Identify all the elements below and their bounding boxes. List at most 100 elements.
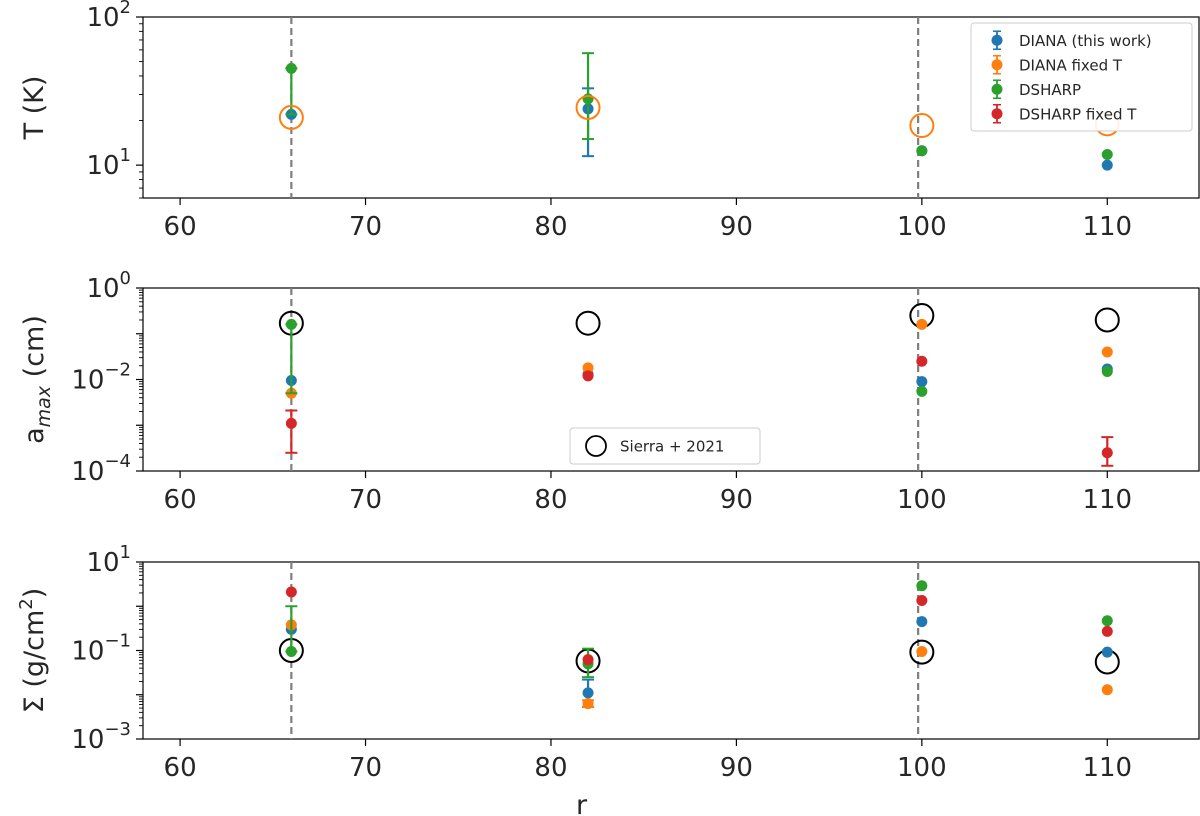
legend-label-sierra-2021: Sierra + 2021 <box>620 438 724 456</box>
x-tick-label-80: 80 <box>534 753 567 783</box>
diana-fixed-t-point-2 <box>582 698 594 710</box>
legend-marker-dsharp <box>991 83 1003 95</box>
plot-frame <box>142 561 1200 740</box>
y-axis-label-text: Σ (g/cm <box>19 610 50 714</box>
y-axis-label-tail: ) <box>19 588 50 599</box>
x-tick-label-100: 100 <box>897 753 947 783</box>
y-axis-label: T (K) <box>19 76 50 141</box>
y-tick-exponent: −1 <box>104 631 131 652</box>
legend-marker-sierra-2021 <box>585 435 607 457</box>
dsharp-fixed-t-point-4 <box>1101 625 1113 637</box>
dsharp-fixed-t-point-3 <box>916 355 928 367</box>
dsharp-point-3 <box>1101 365 1113 377</box>
dsharp-point-3 <box>916 145 928 157</box>
dsharp-point-4 <box>1101 615 1113 627</box>
x-tick-label-60: 60 <box>164 753 197 783</box>
y-tick-label: 10−4 <box>71 451 131 487</box>
diana-this-work-point-4 <box>1101 159 1113 171</box>
marks <box>278 52 1120 171</box>
legend-label-dsharp: DSHARP <box>1019 81 1081 99</box>
diana-this-work-point-3 <box>916 616 928 628</box>
dsharp-point-1 <box>285 318 297 330</box>
sierra-2021-point-4 <box>1094 307 1120 333</box>
dsharp-point-3 <box>916 580 928 592</box>
y-tick-exponent: 1 <box>120 145 131 166</box>
diana-this-work-point-2 <box>582 687 594 699</box>
diana-fixed-t-point-3 <box>916 645 928 657</box>
y-tick-label: 101 <box>86 542 131 578</box>
x-tick-label-110: 110 <box>1082 753 1132 783</box>
y-tick-exponent: −3 <box>104 719 131 740</box>
sierra-2021-point-2 <box>575 310 601 336</box>
x-tick-label-90: 90 <box>720 753 753 783</box>
y-axis-label: amax (cm) <box>19 315 55 444</box>
diana-fixed-t-point-4 <box>1101 684 1113 696</box>
diana-fixed-t-point-3 <box>916 318 928 330</box>
x-tick-label-80: 80 <box>534 485 567 515</box>
y-axis-label-superscript: 2 <box>16 598 37 609</box>
diana-fixed-t-point-1 <box>278 104 304 130</box>
x-tick-label-70: 70 <box>349 485 382 515</box>
y-tick-exponent: 0 <box>120 268 131 289</box>
legend-label-diana-fixed-t: DIANA fixed T <box>1019 56 1123 74</box>
legend-box <box>970 22 1193 132</box>
dsharp-point-1 <box>285 645 297 657</box>
dsharp-fixed-t-point-3 <box>916 594 928 606</box>
dsharp-point-1 <box>285 62 297 74</box>
y-tick-exponent: 2 <box>120 0 131 18</box>
plot-frame <box>142 16 1200 199</box>
y-tick-base: 10 <box>86 274 119 304</box>
y-tick-label: 10−2 <box>71 360 131 396</box>
legend-marker-diana-this-work <box>991 34 1003 46</box>
y-tick-base: 10 <box>86 3 119 33</box>
x-tick-label-110: 110 <box>1082 212 1132 242</box>
dsharp-fixed-t-point-2 <box>582 370 594 382</box>
diana-this-work-point-4 <box>1101 646 1113 658</box>
y-tick-label: 100 <box>86 268 131 304</box>
y-tick-exponent: −4 <box>104 451 131 472</box>
x-tick-label-90: 90 <box>720 212 753 242</box>
x-tick-label-70: 70 <box>349 212 382 242</box>
legend-label-dsharp-fixed-t: DSHARP fixed T <box>1019 105 1137 123</box>
x-tick-label-100: 100 <box>897 212 947 242</box>
legend: DIANA (this work) DIANA fixed T DSHARP DSHA… <box>970 22 1193 132</box>
legend-box <box>569 427 761 465</box>
y-tick-label: 101 <box>86 145 131 181</box>
y-axis-label-text: T (K) <box>19 76 50 141</box>
x-tick-label-60: 60 <box>164 485 197 515</box>
x-tick-label-90: 90 <box>720 485 753 515</box>
y-tick-label: 102 <box>86 0 131 33</box>
y-tick-label: 10−3 <box>71 719 131 755</box>
dsharp-point-2 <box>916 385 928 397</box>
y-tick-base: 10 <box>71 457 104 487</box>
diana-fixed-t-point-2 <box>582 362 594 374</box>
y-tick-exponent: 1 <box>120 542 131 563</box>
y-tick-base: 10 <box>71 725 104 755</box>
marks <box>278 303 1120 467</box>
y-tick-base: 10 <box>86 151 119 181</box>
y-tick-base: 10 <box>71 637 104 667</box>
dsharp-fixed-t-point-2 <box>582 654 594 666</box>
dsharp-point-4 <box>1101 148 1113 160</box>
x-tick-label-70: 70 <box>349 753 382 783</box>
y-tick-base: 10 <box>71 366 104 396</box>
x-tick-label-110: 110 <box>1082 485 1132 515</box>
legend-marker-diana-fixed-t <box>991 59 1003 71</box>
y-tick-exponent: −2 <box>104 360 131 381</box>
legend-marker-dsharp-fixed-t <box>991 108 1003 120</box>
y-tick-label: 10−1 <box>71 631 131 667</box>
y-axis-label: Σ (g/cm2) <box>16 588 50 714</box>
y-axis-label-subscript: max <box>33 385 55 427</box>
diana-this-work-point-3 <box>916 376 928 388</box>
x-tick-label-80: 80 <box>534 212 567 242</box>
sierra-2021-point-3 <box>909 639 935 665</box>
diana-fixed-t-point-3 <box>909 113 935 139</box>
legend-label-diana-this-work: DIANA (this work) <box>1019 32 1152 50</box>
marks <box>278 580 1120 710</box>
x-axis-label: r <box>576 790 588 816</box>
dsharp-fixed-t-point-4 <box>1101 447 1113 459</box>
